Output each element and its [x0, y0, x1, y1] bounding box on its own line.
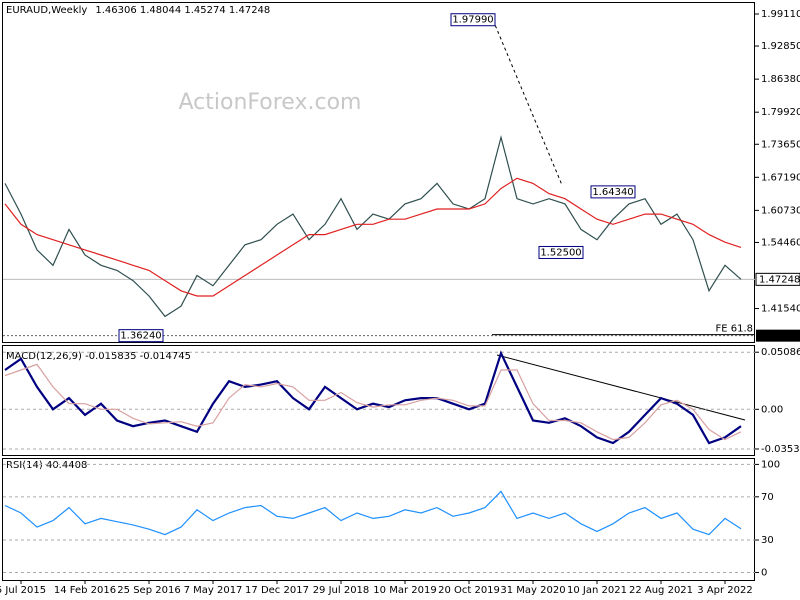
- series-line: [4, 490, 742, 536]
- x-tick-label: 22 Aug 2021: [629, 585, 693, 596]
- annotation-box: [118, 329, 164, 343]
- y-tick-label: 1.60730: [761, 205, 800, 216]
- x-tick-label: 7 May 2017: [184, 585, 243, 596]
- y-tick-label: 30: [761, 535, 774, 546]
- x-tick-label: 31 May 2020: [500, 585, 565, 596]
- x-tick-label: 14 Feb 2016: [54, 585, 116, 596]
- x-tick-label: 5 Jul 2015: [0, 585, 46, 596]
- level-label: 1.36240: [759, 331, 800, 342]
- y-tick-label: 1.99110: [761, 9, 800, 20]
- series-line: [4, 177, 742, 297]
- x-tick-label: 29 Jul 2018: [313, 585, 370, 596]
- annotation-label: 1.97990: [452, 15, 493, 26]
- y-tick-label: 0.050863: [761, 347, 800, 358]
- series-line: [4, 135, 742, 318]
- annotation-box: [590, 185, 636, 199]
- y-tick-label: 1.67190: [761, 172, 800, 183]
- level-text: FE 61.8: [715, 324, 753, 335]
- y-tick-label: 1.79920: [761, 107, 800, 118]
- y-tick-label: 0: [761, 567, 767, 578]
- x-tick-label: 20 Oct 2019: [438, 585, 500, 596]
- symbol: EURAUD,Weekly: [6, 5, 87, 16]
- annotation-box: [450, 13, 496, 27]
- ohlc: 1.46306 1.48044 1.45274 1.47248: [95, 5, 270, 16]
- series-line: [4, 363, 742, 441]
- macd-title: MACD(12,26,9) -0.015835 -0.014745: [6, 351, 191, 362]
- y-tick-label: -0.035322: [761, 444, 800, 455]
- rsi-panel: [2, 458, 755, 581]
- macd-panel: [2, 345, 755, 456]
- y-tick-label: 70: [761, 492, 774, 503]
- x-tick-label: 17 Dec 2017: [245, 585, 309, 596]
- rsi-title: RSI(14) 40.4408: [6, 460, 87, 471]
- y-tick-label: 0.00: [761, 404, 783, 415]
- trend-line: [496, 354, 746, 421]
- annotation-label: 1.64340: [592, 187, 633, 198]
- annotation-box: [538, 245, 584, 259]
- chart-title: EURAUD,Weekly 1.46306 1.48044 1.45274 1.4…: [6, 5, 270, 16]
- last-price-box: [755, 272, 800, 286]
- y-tick-label: 100: [761, 459, 780, 470]
- last-price-label: 1.47248: [759, 274, 800, 285]
- x-tick-label: 10 Mar 2019: [373, 585, 436, 596]
- x-tick-label: 25 Sep 2016: [117, 585, 180, 596]
- price-panel: [2, 2, 755, 343]
- annotation-label: 1.52500: [540, 247, 581, 258]
- level-box: [756, 329, 800, 342]
- y-tick-label: 1.73650: [761, 139, 800, 150]
- x-tick-label: 3 Apr 2022: [697, 585, 752, 596]
- y-tick-label: 1.54460: [761, 237, 800, 248]
- y-tick-label: 1.86380: [761, 74, 800, 85]
- x-tick-label: 10 Jan 2021: [567, 585, 627, 596]
- y-tick-label: 1.41540: [761, 304, 800, 315]
- annotation-label: 1.36240: [120, 331, 161, 342]
- y-tick-label: 1.92850: [761, 41, 800, 52]
- watermark: ActionForex.com: [179, 90, 362, 115]
